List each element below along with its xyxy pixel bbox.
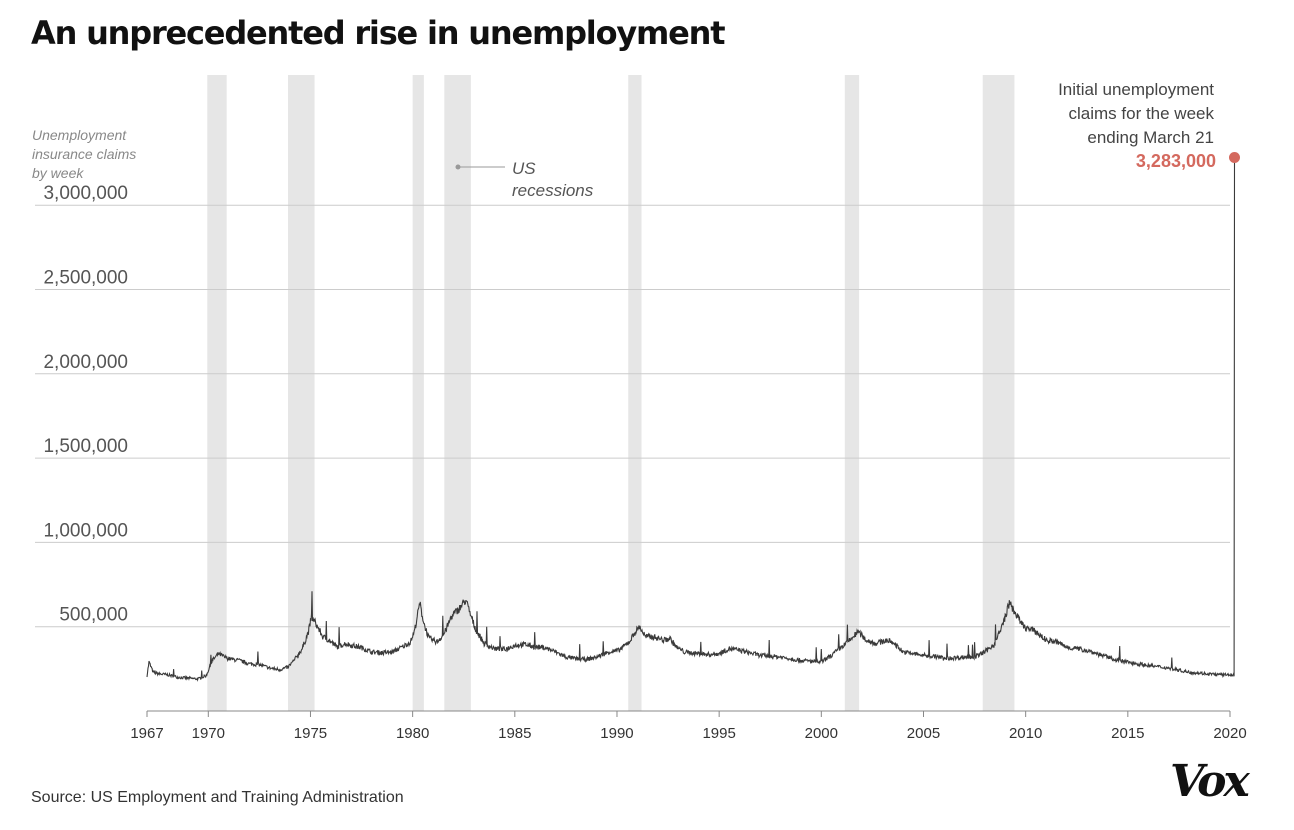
x-tick-label: 1995 (702, 725, 735, 742)
x-tick-label: 1990 (600, 725, 633, 742)
recession-band (844, 75, 860, 711)
recession-legend-label: US (512, 159, 536, 178)
x-tick-label: 2010 (1009, 725, 1042, 742)
y-tick-label: 2,000,000 (43, 352, 128, 373)
recession-band (412, 75, 424, 711)
highlight-point (1228, 151, 1240, 163)
x-tick-label: 2000 (805, 725, 838, 742)
y-tick-label: 3,000,000 (43, 183, 128, 204)
recession-legend-label: recessions (512, 181, 594, 200)
x-tick-label: 2015 (1111, 725, 1144, 742)
y-tick-label: 2,500,000 (43, 268, 128, 289)
gridlines (35, 204, 1230, 628)
x-tick-label: 2005 (907, 725, 940, 742)
chart-title: An unprecedented rise in unemployment (31, 14, 726, 52)
highlight-description: claims for the week (1069, 104, 1215, 123)
y-tick-label: 500,000 (59, 605, 128, 626)
annotations: 3,283,000 Initial unemployment claims for … (455, 80, 1240, 200)
highlight-description: ending March 21 (1087, 128, 1214, 147)
y-axis: 500,000 1,000,000 1,500,000 2,000,000 2,500,… (32, 127, 136, 626)
recession-bands (207, 75, 1015, 711)
x-tick-label: 1975 (294, 725, 327, 742)
x-tick-label: 1985 (498, 725, 531, 742)
x-axis: 1967 1970 1975 1980 1985 1990 1995 2000 2005 2010… (130, 710, 1247, 742)
recession-band (982, 75, 1015, 711)
recession-band (287, 75, 315, 711)
recession-callout-dot (455, 164, 461, 170)
x-tick-label: 2020 (1213, 725, 1246, 742)
y-axis-label: Unemployment (32, 127, 127, 143)
x-tick-label: 1980 (396, 725, 429, 742)
claims-series-line (146, 157, 1236, 682)
recession-band (444, 75, 471, 711)
highlight-value-label: 3,283,000 (1136, 151, 1216, 171)
y-axis-label: insurance claims (32, 146, 136, 162)
source-note: Source: US Employment and Training Admin… (31, 789, 404, 806)
y-tick-label: 1,500,000 (43, 436, 128, 457)
recession-band (628, 75, 642, 711)
highlight-description: Initial unemployment (1058, 80, 1214, 99)
y-tick-label: 1,000,000 (43, 520, 128, 541)
x-tick-label: 1970 (192, 725, 225, 742)
recession-band (207, 75, 227, 711)
x-tick-label: 1967 (130, 725, 163, 742)
vox-logo: Vox (1170, 756, 1250, 807)
y-axis-label: by week (32, 165, 84, 181)
